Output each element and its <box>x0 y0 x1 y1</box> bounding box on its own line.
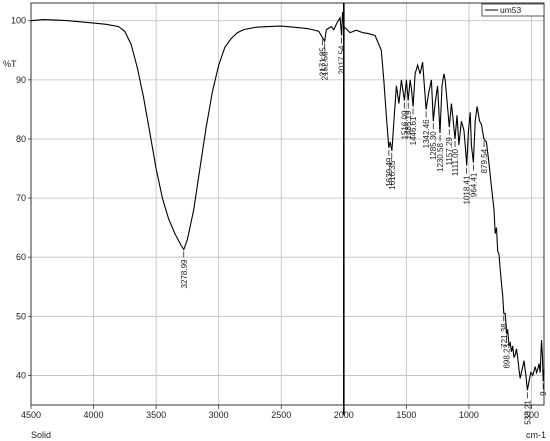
peak-label: 721.38 <box>500 323 509 348</box>
x-axis-ticks: 4500 4000 3500 3000 2500 2000 1500 1000 500 <box>21 405 539 420</box>
peak-label: 879.54 <box>480 148 489 173</box>
y-axis-label: %T <box>3 59 17 69</box>
peak-label: 533.21 <box>523 400 532 425</box>
peak-label: 2171.85 <box>318 47 327 76</box>
legend-box <box>481 3 545 17</box>
y-tick-label: 100 <box>11 16 26 26</box>
y-tick-label: 80 <box>16 134 26 144</box>
y-tick-label: 70 <box>16 193 26 203</box>
peak-label: 2017.54 <box>338 45 347 74</box>
x-tick-label: 3500 <box>146 410 166 420</box>
peak-label: 1516.09 <box>400 110 409 139</box>
x-tick-label: 1000 <box>459 410 479 420</box>
series-line-um53 <box>30 11 545 391</box>
peak-label: 1342.46 <box>422 119 431 148</box>
x-tick-label: 1500 <box>396 410 416 420</box>
peak-label: 964.41 <box>469 172 478 197</box>
plot-frame <box>30 2 545 406</box>
peak-label: 2152.56 <box>321 51 330 80</box>
x-tick-label: 4500 <box>21 410 41 420</box>
peak-label: 1230.58 <box>436 143 445 172</box>
legend: um53 <box>481 3 545 17</box>
y-axis-ticks: 40 50 60 70 80 90 100 <box>11 16 31 380</box>
x-tick-label: 500 <box>524 410 539 420</box>
peak-label: 1285.30 <box>429 131 438 160</box>
x-tick-label: 3000 <box>209 410 229 420</box>
x-axis-note: Solid <box>31 430 51 440</box>
y-tick-label: 60 <box>16 252 26 262</box>
peak-label: 9 <box>539 391 548 396</box>
legend-entry-um53: um53 <box>500 5 522 15</box>
peak-label: 3278.99 <box>180 259 189 288</box>
peak-label: 1157.29 <box>445 137 454 166</box>
x-tick-label: 4000 <box>84 410 104 420</box>
peak-label: 698.23 <box>503 344 512 369</box>
y-tick-label: 50 <box>16 311 26 321</box>
peak-label: 1018.41 <box>463 175 472 204</box>
peak-label: 1616.35 <box>388 160 397 189</box>
y-tick-label: 90 <box>16 75 26 85</box>
peak-label: 1111.00 <box>451 148 460 176</box>
peak-label: 1639.49 <box>385 157 394 186</box>
x-tick-label: 2000 <box>334 410 354 420</box>
x-axis-label: cm-1 <box>526 430 546 440</box>
x-tick-label: 2500 <box>271 410 291 420</box>
peak-label: 1485.19 <box>404 110 413 139</box>
y-tick-label: 40 <box>16 370 26 380</box>
peak-label: 1446.61 <box>409 116 418 145</box>
